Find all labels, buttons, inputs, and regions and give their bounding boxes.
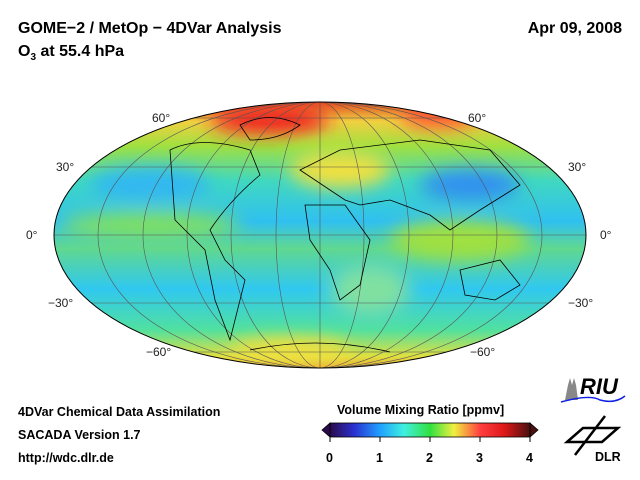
pressure-level: at 55.4 hPa: [36, 43, 125, 60]
coastlines: [169, 117, 521, 353]
colorbar-gradient: [329, 422, 531, 438]
lat-label-30s-right: −30°: [568, 296, 594, 310]
riu-logo-mark: [560, 378, 626, 403]
riu-logo: RIU: [580, 374, 618, 399]
footer-line1: 4DVar Chemical Data Assimilation: [18, 405, 221, 419]
lat-label-60s-left: −60°: [146, 345, 172, 359]
colorbar-tick-label: 1: [376, 451, 383, 465]
figure-title: GOME−2 / MetOp − 4DVar Analysis: [18, 20, 282, 37]
lat-label-eq-right: 0°: [600, 228, 612, 242]
lat-label-eq-left: 0°: [26, 228, 38, 242]
species-subscript: 3: [30, 52, 37, 64]
footer-url[interactable]: http://wdc.dlr.de: [18, 451, 114, 465]
colorbar: [321, 422, 539, 442]
lat-label-30s-left: −30°: [48, 296, 74, 310]
colorbar-tick-label: 4: [526, 451, 533, 465]
colorbar-over-arrow: [529, 422, 539, 438]
lat-label-30n-left: 30°: [56, 160, 75, 174]
species: O: [18, 43, 31, 60]
species-level: O3 at 55.4 hPa: [18, 43, 124, 63]
colorbar-under-arrow: [321, 422, 331, 438]
lat-label-60s-right: −60°: [470, 345, 496, 359]
lat-label-60n-left: 60°: [152, 111, 171, 125]
dlr-logo-mark: [563, 415, 622, 456]
footer-line2: SACADA Version 1.7: [18, 428, 141, 442]
colorbar-tick-label: 2: [426, 451, 433, 465]
dlr-logo: DLR: [595, 450, 621, 464]
map-border: [53, 101, 587, 369]
lat-label-30n-right: 30°: [568, 160, 587, 174]
ozone-field: [54, 102, 586, 368]
colorbar-ticks: [329, 437, 531, 442]
date: Apr 09, 2008: [527, 20, 622, 37]
colorbar-tick-label: 3: [476, 451, 483, 465]
lat-label-60n-right: 60°: [468, 111, 487, 125]
colorbar-title: Volume Mixing Ratio [ppmv]: [337, 403, 505, 417]
colorbar-tick-label: 0: [326, 451, 333, 465]
